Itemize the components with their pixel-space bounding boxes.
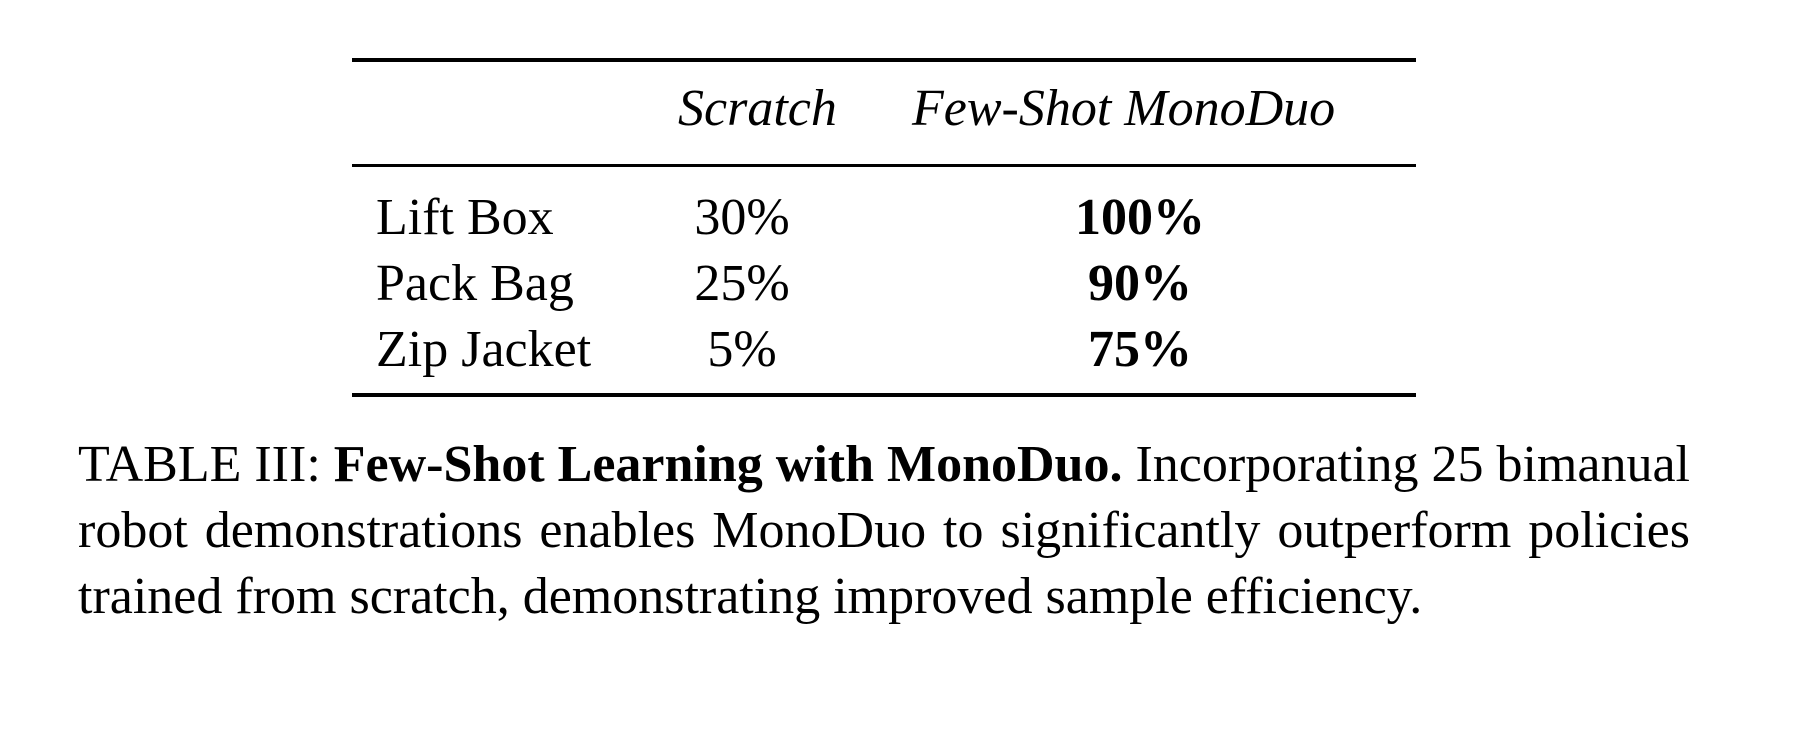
few-shot-value: 90%: [1088, 255, 1192, 312]
table-row: Zip Jacket 5% 75%: [352, 317, 1416, 383]
few-shot-value: 75%: [1088, 321, 1192, 378]
caption-label: TABLE III:: [78, 436, 321, 493]
caption-text: Incorporating 25 bimanual robot demonstr…: [78, 436, 1690, 625]
table-row: Lift Box 30% 100%: [352, 185, 1416, 251]
table-header-row: Scratch Few-Shot MonoDuo: [352, 62, 1416, 164]
task-cell: Pack Bag: [376, 255, 574, 312]
table-row: Pack Bag 25% 90%: [352, 251, 1416, 317]
scratch-value: 5%: [707, 321, 777, 378]
table-caption: TABLE III: Few-Shot Learning with MonoDu…: [78, 432, 1690, 630]
table-top-rule: [352, 58, 1416, 62]
table-bottom-rule: [352, 393, 1416, 397]
scratch-value: 30%: [694, 189, 790, 246]
caption-title: Few-Shot Learning with MonoDuo.: [333, 436, 1123, 493]
header-few-shot-monoduo: Few-Shot MonoDuo: [912, 80, 1336, 137]
results-table: Scratch Few-Shot MonoDuo Lift Box 30% 10…: [352, 58, 1416, 397]
task-cell: Zip Jacket: [376, 321, 592, 378]
scratch-value: 25%: [694, 255, 790, 312]
table-body: Lift Box 30% 100% Pack Bag 25% 90% Zip J…: [352, 167, 1416, 383]
task-cell: Lift Box: [376, 189, 554, 246]
table-mid-rule: [352, 164, 1416, 167]
few-shot-value: 100%: [1075, 189, 1205, 246]
header-scratch: Scratch: [678, 80, 837, 137]
